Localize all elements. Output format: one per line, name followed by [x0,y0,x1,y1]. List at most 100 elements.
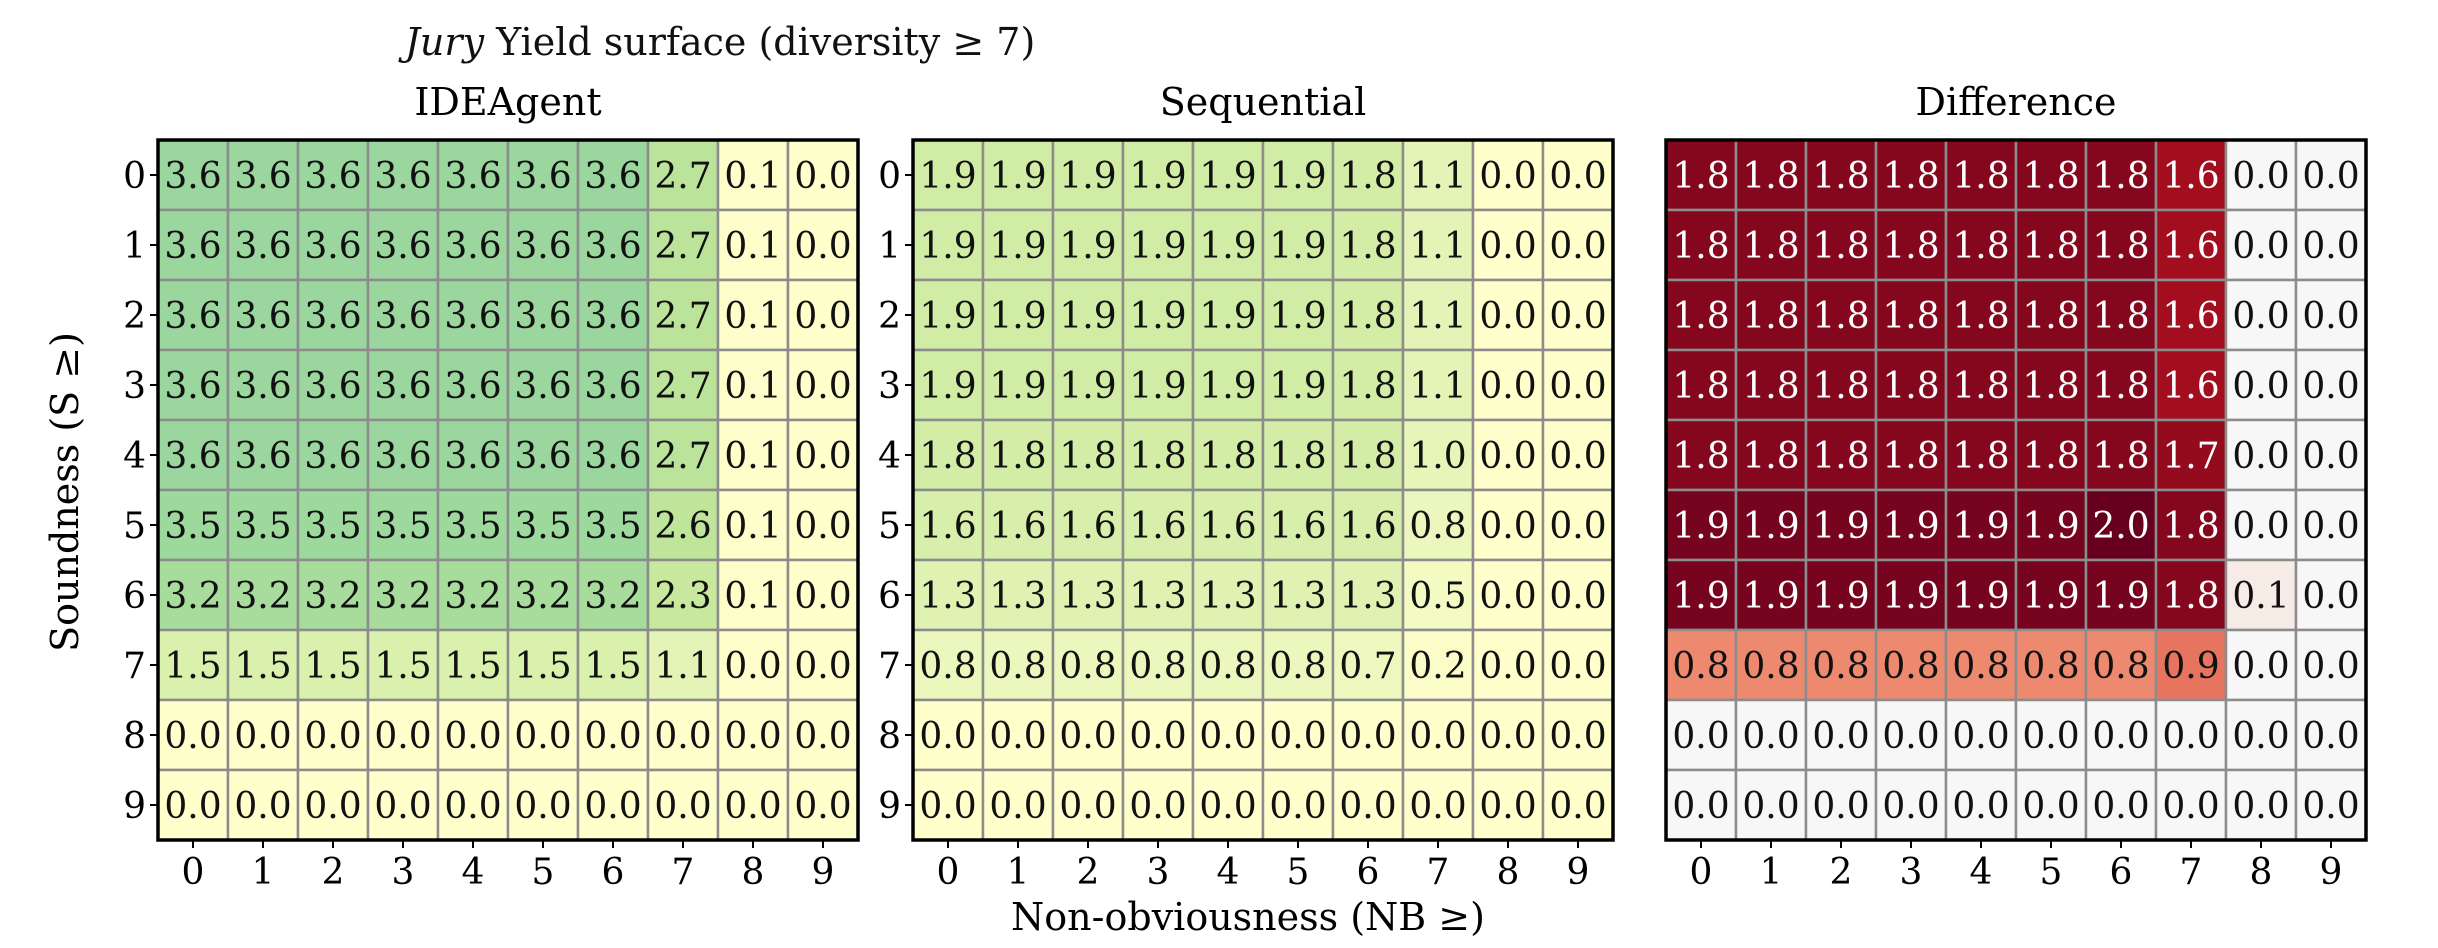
cell-value-label: 0.0 [1479,156,1536,197]
cell-value-label: 0.0 [724,786,781,827]
figure-title: Jury Yield surface (diversity ≥ 7) [0,18,1440,66]
cell-value-label: 3.5 [164,506,221,547]
cell-value-label: 0.0 [1549,506,1606,547]
heatmap-cell [1051,278,1125,352]
y-tick-label: 0 [878,156,901,197]
cell-value-label: 0.8 [1672,646,1729,687]
heatmap-frame [1664,138,2368,842]
x-tick-label: 0 [182,852,205,893]
x-tick-label: 2 [1830,852,1853,893]
cell-value-label: 0.0 [654,786,711,827]
cell-value-label: 0.0 [794,646,851,687]
heatmap-cell [1734,768,1808,842]
cell-value-label: 0.0 [1952,716,2009,757]
cell-value-label: 1.9 [1129,156,1186,197]
heatmap-cell [1121,628,1195,702]
cell-value-label: 1.9 [1742,576,1799,617]
cell-value-label: 0.8 [2022,646,2079,687]
heatmap-cell [981,348,1055,422]
heatmap-cell [981,418,1055,492]
cell-value-label: 1.6 [1269,506,1326,547]
cell-value-label: 1.3 [989,576,1046,617]
heatmap-cell [576,768,650,842]
heatmap-cell [226,418,300,492]
y-tick-label: 8 [878,716,901,757]
heatmap-cell [1051,628,1125,702]
y-tick-label: 6 [123,576,146,617]
cell-value-label: 0.0 [584,786,641,827]
cell-value-label: 0.0 [1479,366,1536,407]
cell-value-label: 3.6 [584,366,641,407]
cell-value-label: 1.8 [1672,156,1729,197]
cell-value-label: 0.1 [724,576,781,617]
cell-value-label: 1.8 [1059,436,1116,477]
heatmap-cell [981,768,1055,842]
cell-value-label: 1.3 [1339,576,1396,617]
cell-value-label: 0.0 [794,296,851,337]
heatmap-cell [1121,768,1195,842]
cell-value-label: 1.8 [1812,156,1869,197]
heatmap-cell [2294,768,2368,842]
cell-value-label: 0.0 [794,716,851,757]
cell-value-label: 0.8 [1952,646,2009,687]
cell-value-label: 1.8 [2092,436,2149,477]
cell-value-label: 0.0 [1952,786,2009,827]
heatmap-cell [1944,278,2018,352]
heatmap-cell [436,138,510,212]
heatmap-cell [1331,698,1405,772]
cell-value-label: 1.8 [2092,296,2149,337]
heatmap-cell [1051,208,1125,282]
cell-value-label: 1.3 [919,576,976,617]
heatmap-cell [2084,628,2158,702]
heatmap-cell [366,208,440,282]
cell-value-label: 0.0 [794,226,851,267]
heatmap-cell [226,348,300,422]
cell-value-label: 1.5 [304,646,361,687]
cell-value-label: 0.9 [2162,646,2219,687]
cell-value-label: 0.0 [304,716,361,757]
cell-value-label: 1.8 [1952,156,2009,197]
cell-value-label: 1.8 [1269,436,1326,477]
cell-value-label: 1.6 [1339,506,1396,547]
cell-value-label: 3.6 [514,226,571,267]
cell-value-label: 1.1 [1409,226,1466,267]
cell-value-label: 1.9 [1059,226,1116,267]
heatmap-cell [1471,698,1545,772]
cell-value-label: 0.0 [919,786,976,827]
cell-value-label: 0.0 [444,716,501,757]
heatmap-cell [576,278,650,352]
cell-value-label: 0.0 [2232,786,2289,827]
cell-value-label: 1.9 [1199,226,1256,267]
cell-value-label: 0.0 [1409,786,1466,827]
cell-value-label: 1.8 [2022,226,2079,267]
cell-value-label: 1.8 [1742,436,1799,477]
cell-value-label: 1.5 [514,646,571,687]
cell-value-label: 1.9 [2022,576,2079,617]
cell-value-label: 0.0 [654,716,711,757]
cell-value-label: 1.9 [1129,226,1186,267]
heatmap-cell [366,488,440,562]
cell-value-label: 0.0 [1812,716,1869,757]
cell-value-label: 0.0 [1479,716,1536,757]
x-tick-label: 1 [1760,852,1783,893]
heatmap-cell [1541,418,1615,492]
heatmap-cell [506,348,580,422]
cell-value-label: 0.0 [794,156,851,197]
cell-value-label: 0.0 [1742,716,1799,757]
x-tick-label: 1 [252,852,275,893]
cell-value-label: 0.0 [724,646,781,687]
heatmap-cell [1051,138,1125,212]
cell-value-label: 1.0 [1409,436,1466,477]
heatmap-cell [1734,138,1808,212]
cell-value-label: 0.0 [1549,226,1606,267]
y-tick-label: 3 [878,366,901,407]
heatmap-cell [981,208,1055,282]
cell-value-label: 1.9 [2092,576,2149,617]
cell-value-label: 3.6 [234,156,291,197]
y-tick-label: 4 [878,436,901,477]
y-tick-label: 2 [878,296,901,337]
x-tick-label: 4 [462,852,485,893]
cell-value-label: 1.9 [989,226,1046,267]
heatmap-cell [436,418,510,492]
cell-value-label: 0.0 [1479,436,1536,477]
